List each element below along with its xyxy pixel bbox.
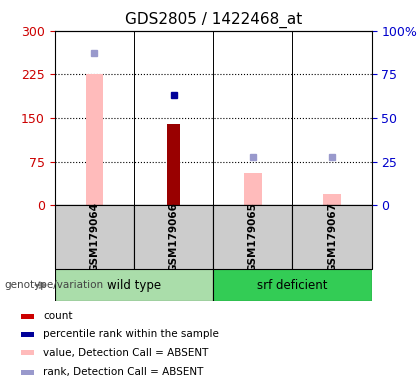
Bar bbox=[86, 74, 103, 205]
Bar bbox=[21, 314, 34, 319]
Title: GDS2805 / 1422468_at: GDS2805 / 1422468_at bbox=[124, 12, 302, 28]
Text: GSM179064: GSM179064 bbox=[89, 202, 99, 272]
Text: wild type: wild type bbox=[107, 279, 161, 291]
Bar bbox=[55, 269, 213, 301]
Text: value, Detection Call = ABSENT: value, Detection Call = ABSENT bbox=[43, 348, 208, 358]
Bar bbox=[134, 205, 213, 269]
Text: GSM179066: GSM179066 bbox=[168, 202, 178, 272]
Bar bbox=[21, 350, 34, 355]
Text: genotype/variation: genotype/variation bbox=[4, 280, 103, 290]
Text: GSM179067: GSM179067 bbox=[327, 202, 337, 272]
Text: percentile rank within the sample: percentile rank within the sample bbox=[43, 329, 219, 339]
Bar bbox=[167, 124, 180, 205]
Text: srf deficient: srf deficient bbox=[257, 279, 328, 291]
Bar bbox=[55, 205, 134, 269]
Bar bbox=[213, 205, 292, 269]
Text: rank, Detection Call = ABSENT: rank, Detection Call = ABSENT bbox=[43, 367, 203, 377]
Bar bbox=[21, 370, 34, 375]
Bar bbox=[213, 269, 372, 301]
Bar bbox=[21, 332, 34, 337]
Bar bbox=[292, 205, 372, 269]
Text: GSM179065: GSM179065 bbox=[248, 202, 258, 272]
Bar bbox=[244, 174, 262, 205]
Text: count: count bbox=[43, 311, 73, 321]
Bar bbox=[323, 194, 341, 205]
